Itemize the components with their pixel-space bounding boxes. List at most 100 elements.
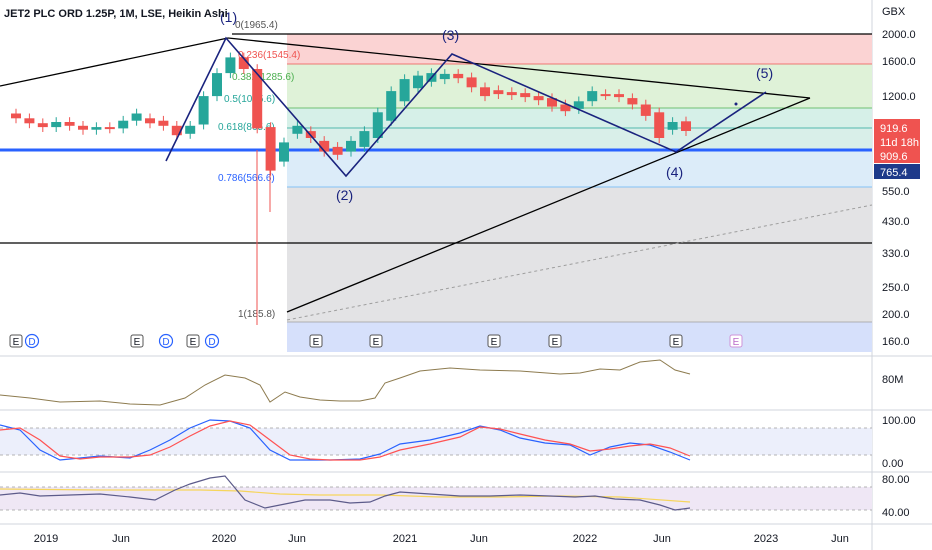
price-tick-label: 160.0 [882, 336, 910, 348]
candle-body [64, 122, 75, 126]
candle-body [252, 69, 263, 129]
svg-text:E: E [733, 337, 740, 348]
time-axis: 2019 Jun 2020 Jun 2021 Jun 2022 Jun 2023 Jun [34, 533, 849, 545]
volume-pane: 80M [0, 359, 903, 406]
earnings-marker[interactable]: E [548, 334, 562, 348]
volume-axis-label: 80M [882, 374, 903, 386]
fib-level-label: 0.382(1285.6) [232, 72, 294, 83]
trendline-triangle-upper [227, 37, 811, 99]
candle-body [198, 96, 209, 125]
candle-body [104, 127, 115, 130]
candle-body [506, 92, 517, 96]
candle-body [238, 57, 249, 69]
earnings-marker[interactable]: E [669, 334, 683, 348]
price-tags: 919.6 11d 18h 909.6 765.4 [874, 119, 920, 179]
candle-body [520, 93, 531, 98]
fib-level-label: 0.236(1545.4) [238, 50, 300, 61]
earnings-marker[interactable]: E [487, 334, 501, 348]
rsi-ma-line [0, 488, 691, 503]
candle-body [24, 118, 35, 124]
time-tick-label: Jun [653, 533, 671, 545]
price-axis: 2000.0 1600.0 1200.0 550.0 430.0 330.0 250.0 20… [882, 29, 916, 348]
wave-label: (1) [220, 9, 237, 25]
earnings-marker[interactable]: E [186, 334, 200, 348]
price-tick-label: 330.0 [882, 248, 910, 260]
candle-body [399, 79, 410, 102]
candle-body [466, 77, 477, 88]
last-price-value: 919.6 [880, 123, 908, 135]
fib-zone-05-0618 [287, 128, 872, 150]
candle-body [265, 127, 276, 171]
fib-zone-0382-05 [287, 108, 872, 128]
fib-zone-0236-0382 [287, 64, 872, 108]
dividend-marker[interactable]: D [24, 333, 40, 349]
earnings-marker[interactable]: E [130, 334, 144, 348]
dividend-marker[interactable]: D [158, 333, 174, 349]
wave-label: (3) [442, 27, 459, 43]
candle-body [118, 120, 129, 129]
candle-body [359, 131, 370, 147]
last-price-tag [874, 119, 920, 151]
svg-text:E: E [552, 337, 559, 348]
candle-body [212, 73, 222, 97]
candle-body [573, 101, 584, 109]
currency-label: GBX [882, 6, 906, 18]
price-tick-label: 200.0 [882, 309, 910, 321]
time-tick-label: 2021 [393, 533, 417, 545]
price-tick-label: 1600.0 [882, 56, 916, 68]
svg-text:D: D [28, 337, 35, 348]
svg-text:E: E [313, 337, 320, 348]
price-tick-label: 2000.0 [882, 29, 916, 41]
candle-body [145, 118, 155, 124]
svg-text:E: E [13, 337, 20, 348]
trendline-triangle-lower [286, 97, 811, 313]
candle-body [279, 142, 289, 162]
fib-level-label: 0.618(865.6) [218, 122, 275, 133]
fib-lines [232, 33, 872, 323]
time-tick-label: Jun [831, 533, 849, 545]
earnings-marker[interactable]: E [369, 334, 383, 348]
earnings-marker[interactable]: E [9, 334, 23, 348]
candle-body [681, 121, 691, 131]
candle-body [640, 104, 651, 116]
candle-body [158, 120, 169, 126]
candle-body [480, 87, 490, 97]
candle-body [51, 122, 62, 128]
candle-body [292, 125, 303, 134]
svg-text:E: E [673, 337, 680, 348]
elliott-wave-path [165, 36, 767, 178]
dividend-marker[interactable]: D [204, 333, 220, 349]
candle-body [493, 90, 504, 95]
price-tick-label: 250.0 [882, 282, 910, 294]
trendline-top [0, 37, 229, 87]
chart-title: JET2 PLC ORD 1.25P, 1M, LSE, Heikin Ashi [4, 8, 228, 20]
wave-projection-dot [734, 102, 738, 106]
candle-body [185, 125, 196, 134]
support-tag [874, 164, 920, 179]
fib-zone-below [287, 322, 872, 352]
candle-body [131, 113, 142, 121]
stoch-axis-label: 0.00 [882, 458, 903, 470]
candle-body [225, 57, 236, 74]
fib-level-label: 0(1965.4) [235, 20, 278, 31]
svg-text:D: D [208, 337, 215, 348]
wave-label: (5) [756, 65, 773, 81]
stoch-axis-label: 100.00 [882, 415, 916, 427]
time-tick-label: 2023 [754, 533, 778, 545]
earnings-marker[interactable]: E [309, 334, 323, 348]
svg-text:E: E [134, 337, 141, 348]
candle-body [78, 125, 88, 130]
candle-body [91, 127, 102, 130]
time-tick-label: 2022 [573, 533, 597, 545]
stochastic-pane: 100.00 0.00 [0, 415, 916, 470]
candle-body [346, 140, 356, 152]
rsi-axis-label: 40.00 [882, 507, 910, 519]
candle-body [600, 94, 611, 97]
rsi-pane: 80.00 40.00 [0, 474, 910, 519]
earnings-marker[interactable]: E [729, 334, 743, 348]
candle-body [413, 75, 423, 89]
volume-line [0, 359, 691, 406]
time-tick-label: Jun [112, 533, 130, 545]
